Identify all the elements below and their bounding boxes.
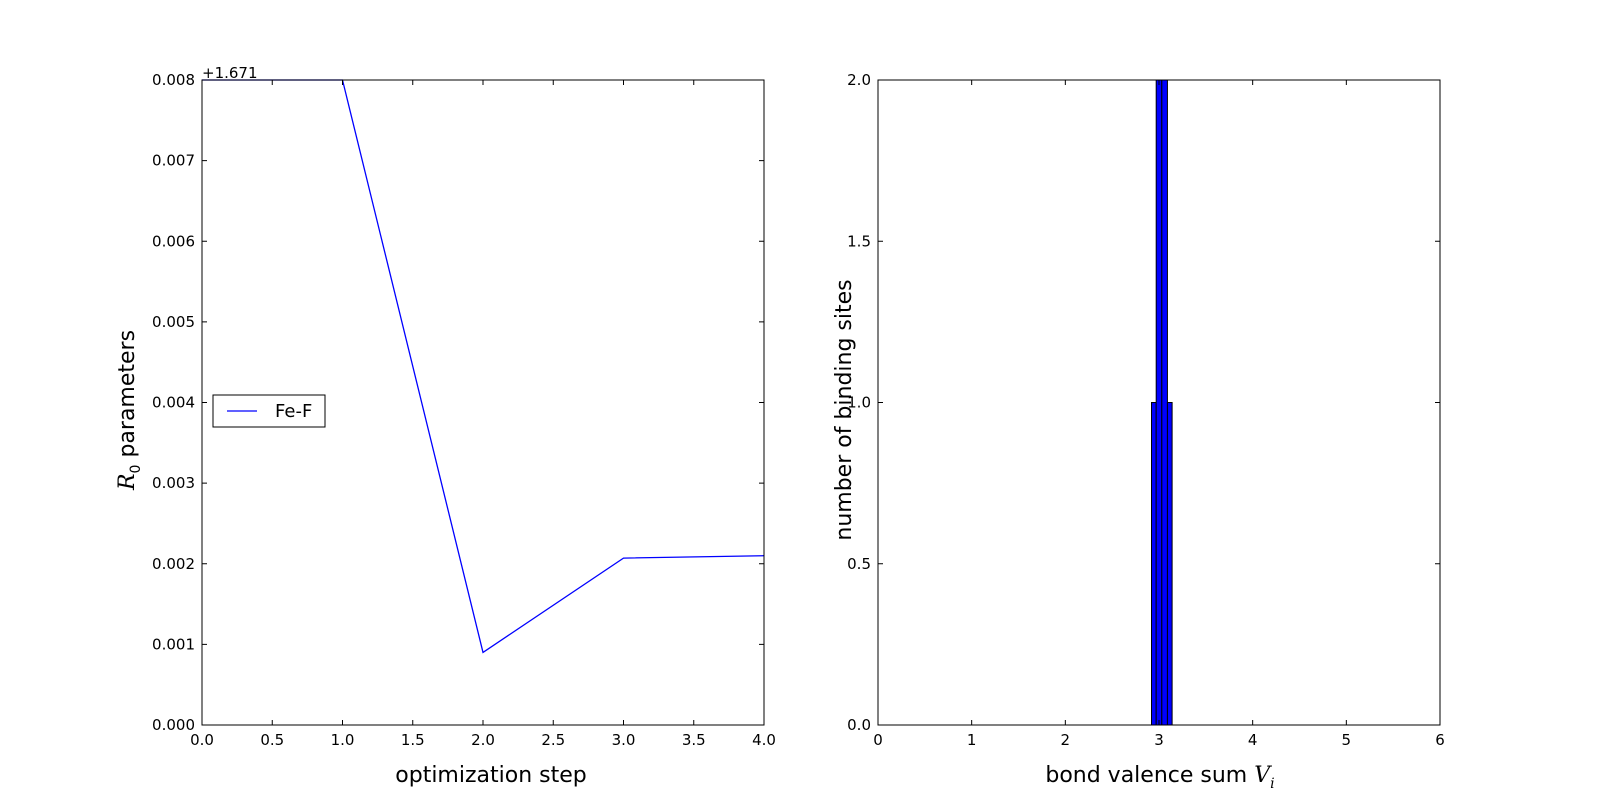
p1-x-tick-label: 2.5	[541, 731, 565, 749]
p1-y-tick-label: 0.008	[152, 71, 195, 89]
p1-x-tick-label: 3.0	[612, 731, 636, 749]
y-axis-label-symbol: R	[115, 473, 140, 491]
p1-x-tick-label: 1.5	[401, 731, 425, 749]
histogram-bar	[1161, 79, 1168, 726]
histogram-panel: 0 1 2 3 4 5 6 0.0 0.5 1.0 1.5 2.0 bond valence sum …	[832, 71, 1445, 792]
p2-x-tick-label: 5	[1342, 731, 1352, 749]
histogram-bar	[1155, 79, 1163, 726]
line-chart-panel: 0.0 0.5 1.0 1.5 2.0 2.5 3.0 3.5 4.0 0.000 0.001 0.0…	[115, 64, 776, 788]
x-axis-label: optimization step	[395, 763, 586, 788]
histogram-bar	[1151, 402, 1157, 726]
p1-x-tick-label: 0.0	[190, 731, 214, 749]
p2-x-tick-label: 3	[1154, 731, 1164, 749]
p2-y-tick-label: 1.0	[847, 394, 871, 412]
y-axis-label-text: parameters	[115, 330, 140, 458]
p1-x-tick-label: 4.0	[752, 731, 776, 749]
y-offset-text: +1.671	[202, 64, 258, 82]
p2-y-tick-label: 0.0	[847, 716, 871, 734]
p1-x-tick-label: 1.0	[331, 731, 355, 749]
y-axis-label-subscript: 0	[128, 465, 144, 474]
p1-y-tick-label: 0.002	[152, 555, 195, 573]
p2-x-tick-label: 6	[1435, 731, 1445, 749]
p2-y-tick-label: 1.5	[847, 232, 871, 250]
histogram-bar	[1166, 402, 1173, 726]
p1-y-tick-label: 0.007	[152, 152, 195, 170]
p2-y-tick-label: 2.0	[847, 71, 871, 89]
x-axis-label-2-subscript: i	[1270, 776, 1274, 792]
p1-x-tick-label: 0.5	[260, 731, 284, 749]
p1-y-tick-label: 0.005	[152, 313, 195, 331]
p1-y-tick-label: 0.000	[152, 716, 195, 734]
x-axis-label-2-symbol: V	[1254, 763, 1272, 788]
histogram-ticks: 0 1 2 3 4 5 6 0.0 0.5 1.0 1.5 2.0	[847, 71, 1445, 749]
p1-y-tick-label: 0.006	[152, 232, 195, 250]
p1-axes-frame	[201, 79, 765, 726]
x-axis-label-2: bond valence sum Vi	[1045, 763, 1274, 792]
x-axis-label-2-text: bond valence sum	[1045, 763, 1247, 788]
y-axis-label: R0 parameters	[115, 330, 144, 491]
p2-x-tick-label: 1	[967, 731, 977, 749]
p1-y-tick-label: 0.003	[152, 474, 195, 492]
y-axis-label-2: number of binding sites	[832, 279, 857, 540]
p2-x-tick-label: 2	[1061, 731, 1071, 749]
p1-y-tick-label: 0.004	[152, 394, 195, 412]
p2-x-tick-label: 0	[873, 731, 883, 749]
legend-label: Fe-F	[275, 401, 312, 422]
line-chart-ticks: 0.0 0.5 1.0 1.5 2.0 2.5 3.0 3.5 4.0 0.000 0.001 0.0…	[152, 71, 776, 749]
p1-x-tick-label: 2.0	[471, 731, 495, 749]
legend: Fe-F	[212, 394, 326, 428]
legend-box	[212, 394, 326, 428]
p2-axes-frame	[877, 79, 1441, 726]
histogram-plot-area	[1151, 79, 1173, 726]
p1-y-tick-label: 0.001	[152, 635, 195, 653]
p1-x-tick-label: 3.5	[682, 731, 706, 749]
p2-x-tick-label: 4	[1248, 731, 1258, 749]
p2-y-tick-label: 0.5	[847, 555, 871, 573]
